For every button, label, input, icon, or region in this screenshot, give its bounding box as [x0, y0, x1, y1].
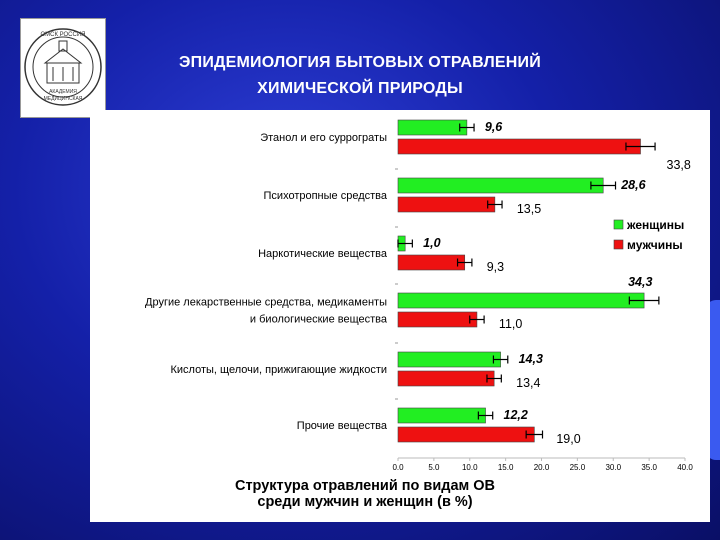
value-label-men: 13,4 [516, 376, 540, 390]
bar-men [397, 254, 466, 271]
bar-men [397, 426, 535, 443]
x-tick-label: 10.0 [462, 463, 478, 472]
category-label: Психотропные средства [264, 190, 388, 202]
category-label: Наркотические вещества [258, 248, 388, 260]
logo-mid-text: АКАДЕМИЯ [49, 89, 77, 95]
value-label-women: 1,0 [423, 236, 440, 250]
value-label-women: 14,3 [519, 352, 543, 366]
chart-caption: Структура отравлений по видам ОВ среди м… [180, 478, 550, 510]
category-label: Прочие вещества [297, 420, 388, 432]
value-label-women: 28,6 [620, 178, 646, 192]
academy-logo: ОМСК РОССИЯ АКАДЕМИЯ МЕДИЦИНСКАЯ [20, 18, 106, 118]
legend-label-men: мужчины [627, 238, 683, 252]
value-label-men: 11,0 [499, 317, 522, 331]
bar-women [397, 177, 604, 194]
value-label-women: 9,6 [485, 120, 503, 134]
chart-caption-line2: среди мужчин и женщин (в %) [257, 494, 473, 510]
bar-women [397, 292, 645, 309]
x-tick-label: 5.0 [428, 463, 440, 472]
bar-men [397, 138, 641, 155]
category-label: Другие лекарственные средства, медикамен… [145, 297, 387, 309]
legend-swatch-men [613, 239, 624, 250]
logo-top-text: ОМСК РОССИЯ [40, 32, 85, 38]
x-tick-label: 25.0 [570, 463, 586, 472]
category-label: Этанол и его суррограты [260, 132, 387, 144]
x-tick-label: 40.0 [677, 463, 693, 472]
x-tick-label: 15.0 [498, 463, 514, 472]
bar-men [397, 370, 495, 387]
value-label-women: 12,2 [504, 408, 528, 422]
bar-women [397, 407, 486, 424]
legend-swatch-women [613, 219, 624, 230]
bar-men [397, 311, 478, 328]
slide-title: ЭПИДЕМИОЛОГИЯ БЫТОВЫХ ОТРАВЛЕНИЙ ХИМИЧЕС… [150, 50, 570, 102]
value-label-women: 34,3 [628, 275, 652, 289]
slide-title-line2: ХИМИЧЕСКОЙ ПРИРОДЫ [257, 80, 463, 97]
bar-men [397, 196, 496, 213]
x-tick-label: 0.0 [392, 463, 404, 472]
legend-label-women: женщины [626, 218, 684, 232]
value-label-men: 13,5 [517, 202, 541, 216]
bar-chart: Этанол и его суррограты 9,6 33,8 Психотропн… [145, 119, 693, 472]
bar-women [397, 119, 468, 136]
slide-title-line1: ЭПИДЕМИОЛОГИЯ БЫТОВЫХ ОТРАВЛЕНИЙ [179, 54, 541, 71]
bar-women [397, 351, 501, 368]
value-label-men: 9,3 [487, 260, 504, 274]
chart-caption-line1: Структура отравлений по видам ОВ [234, 478, 496, 494]
category-label: Кислоты, щелочи, прижигающие жидкости [171, 364, 388, 376]
value-label-men: 19,0 [556, 432, 580, 446]
academy-emblem-icon: ОМСК РОССИЯ АКАДЕМИЯ МЕДИЦИНСКАЯ [24, 28, 102, 106]
chart-panel: Этанол и его суррограты 9,6 33,8 Психотропн… [90, 110, 710, 522]
category-label: и биологические вещества [250, 314, 388, 326]
value-label-men: 33,8 [667, 158, 691, 172]
x-tick-label: 30.0 [605, 463, 621, 472]
x-tick-label: 35.0 [641, 463, 657, 472]
logo-bottom-text: МЕДИЦИНСКАЯ [44, 96, 83, 102]
x-tick-label: 20.0 [534, 463, 550, 472]
